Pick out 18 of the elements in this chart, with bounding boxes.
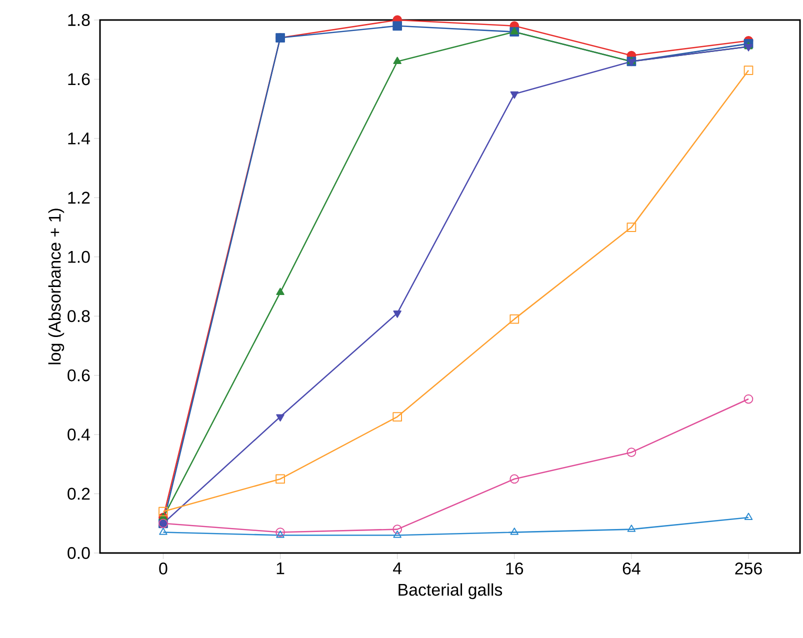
x-tick-label: 64: [622, 562, 640, 575]
y-tick-label: 1.4: [68, 132, 90, 144]
y-tick-label: 0.0: [68, 547, 90, 559]
y-tick-label: 1.2: [68, 192, 90, 204]
x-tick-label: 4: [393, 562, 402, 574]
x-tick-label: 1: [276, 562, 284, 574]
x-tick-label: 16: [506, 562, 524, 575]
x-tick-label: 0: [159, 562, 168, 575]
y-tick-label: 0.2: [68, 488, 90, 500]
y-tick-label: 0.8: [68, 310, 90, 322]
y-tick-label: 1.6: [68, 73, 90, 86]
y-tick-label: 0.6: [68, 369, 90, 382]
y-tick-label: 1.8: [68, 14, 90, 26]
x-axis-title: Bacterial galls: [398, 583, 502, 600]
y-tick-label: 0.4: [68, 428, 90, 441]
y-axis-title: log (Absorbance + 1): [48, 208, 64, 364]
x-tick-label: 256: [735, 562, 762, 575]
y-tick-label: 1.0: [68, 250, 90, 263]
